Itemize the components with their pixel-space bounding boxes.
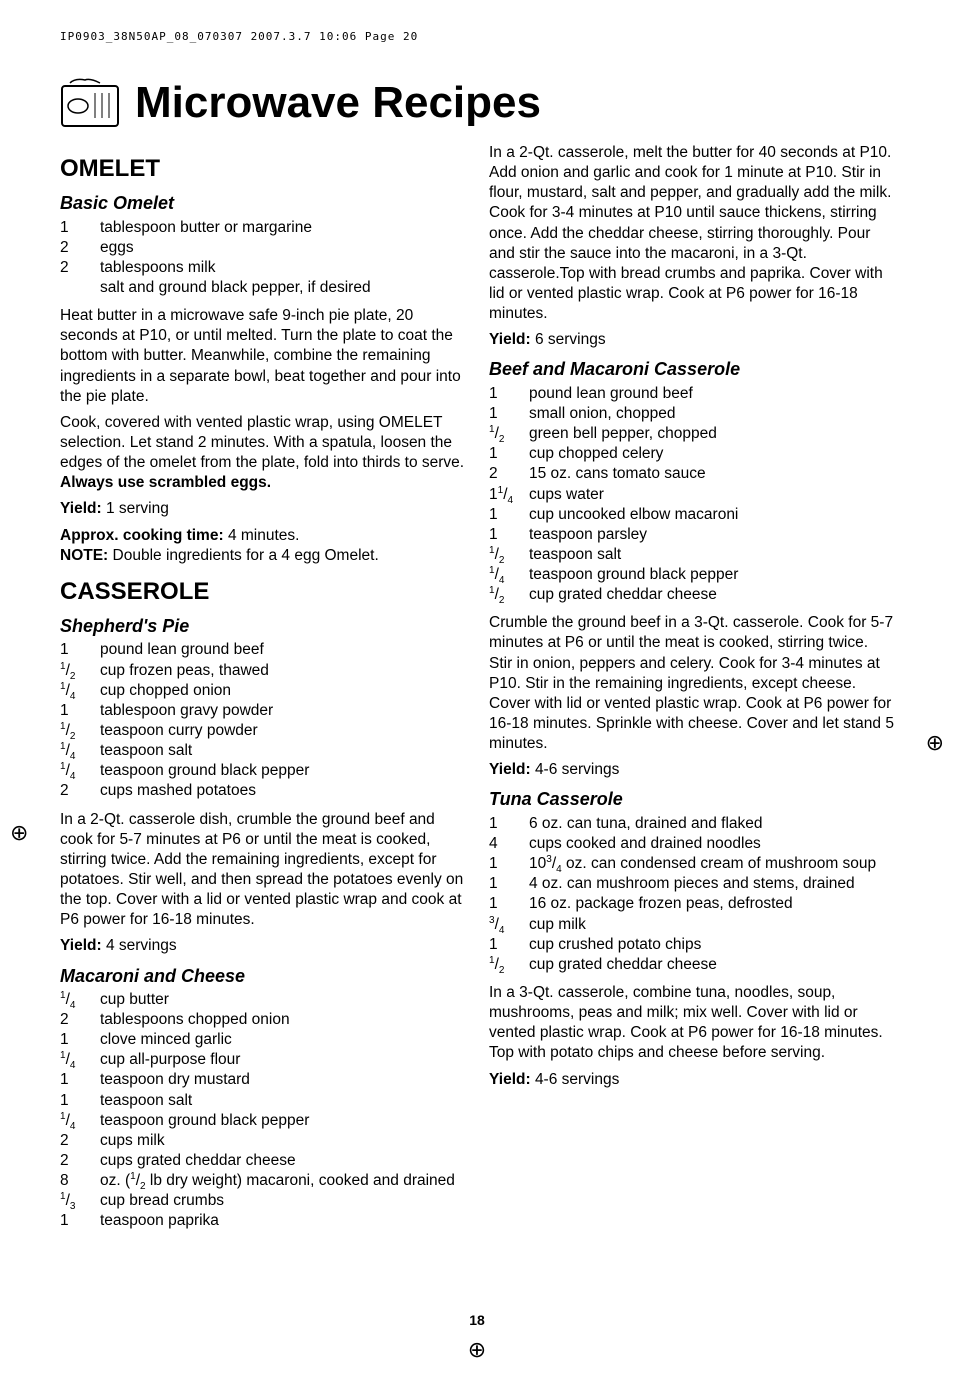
header-line: IP0903_38N50AP_08_070307 2007.3.7 10:06 … (60, 30, 894, 43)
basic-omelet-approx: Approx. cooking time: 4 minutes. (60, 526, 465, 546)
shepherds-yield: Yield: 4 servings (60, 936, 465, 956)
tuna-yield: Yield: 4-6 servings (489, 1070, 894, 1090)
basic-omelet-ingredients: 1tablespoon butter or margarine 2eggs 2t… (60, 218, 465, 299)
mac-yield: Yield: 6 servings (489, 330, 894, 350)
page-title: Microwave Recipes (135, 78, 541, 128)
mac-para1: In a 2-Qt. casserole, melt the butter fo… (489, 143, 894, 324)
beef-yield: Yield: 4-6 servings (489, 760, 894, 780)
basic-omelet-para1: Heat butter in a microwave safe 9-inch p… (60, 306, 465, 407)
mac-ingredients: 1/4cup butter 2tablespoons chopped onion… (60, 990, 465, 1232)
tuna-para1: In a 3-Qt. casserole, combine tuna, nood… (489, 983, 894, 1064)
beef-para1: Crumble the ground beef in a 3-Qt. casse… (489, 613, 894, 754)
omelet-heading: OMELET (60, 153, 465, 184)
basic-omelet-title: Basic Omelet (60, 192, 465, 215)
shepherds-ingredients: 1pound lean ground beef 1/2cup frozen pe… (60, 640, 465, 801)
basic-omelet-note: NOTE: Double ingredients for a 4 egg Ome… (60, 546, 465, 566)
left-column: OMELET Basic Omelet 1tablespoon butter o… (60, 143, 465, 1240)
basic-omelet-yield: Yield: 1 serving (60, 499, 465, 519)
casserole-heading: CASSEROLE (60, 576, 465, 607)
tuna-ingredients: 16 oz. can tuna, drained and flaked 4cup… (489, 814, 894, 975)
page-number: 18 (0, 1312, 954, 1328)
basic-omelet-para2: Cook, covered with vented plastic wrap, … (60, 413, 465, 494)
mac-title: Macaroni and Cheese (60, 965, 465, 988)
title-row: Microwave Recipes (60, 78, 894, 128)
beef-ingredients: 1pound lean ground beef 1small onion, ch… (489, 384, 894, 606)
recipes-icon (60, 78, 120, 128)
shepherds-title: Shepherd's Pie (60, 615, 465, 638)
registration-mark-icon: ⊕ (468, 1337, 486, 1363)
tuna-title: Tuna Casserole (489, 788, 894, 811)
registration-mark-icon: ⊕ (10, 820, 28, 846)
content-columns: OMELET Basic Omelet 1tablespoon butter o… (60, 143, 894, 1240)
right-column: In a 2-Qt. casserole, melt the butter fo… (489, 143, 894, 1240)
registration-mark-icon: ⊕ (926, 730, 944, 756)
shepherds-para1: In a 2-Qt. casserole dish, crumble the g… (60, 810, 465, 931)
beef-title: Beef and Macaroni Casserole (489, 358, 894, 381)
